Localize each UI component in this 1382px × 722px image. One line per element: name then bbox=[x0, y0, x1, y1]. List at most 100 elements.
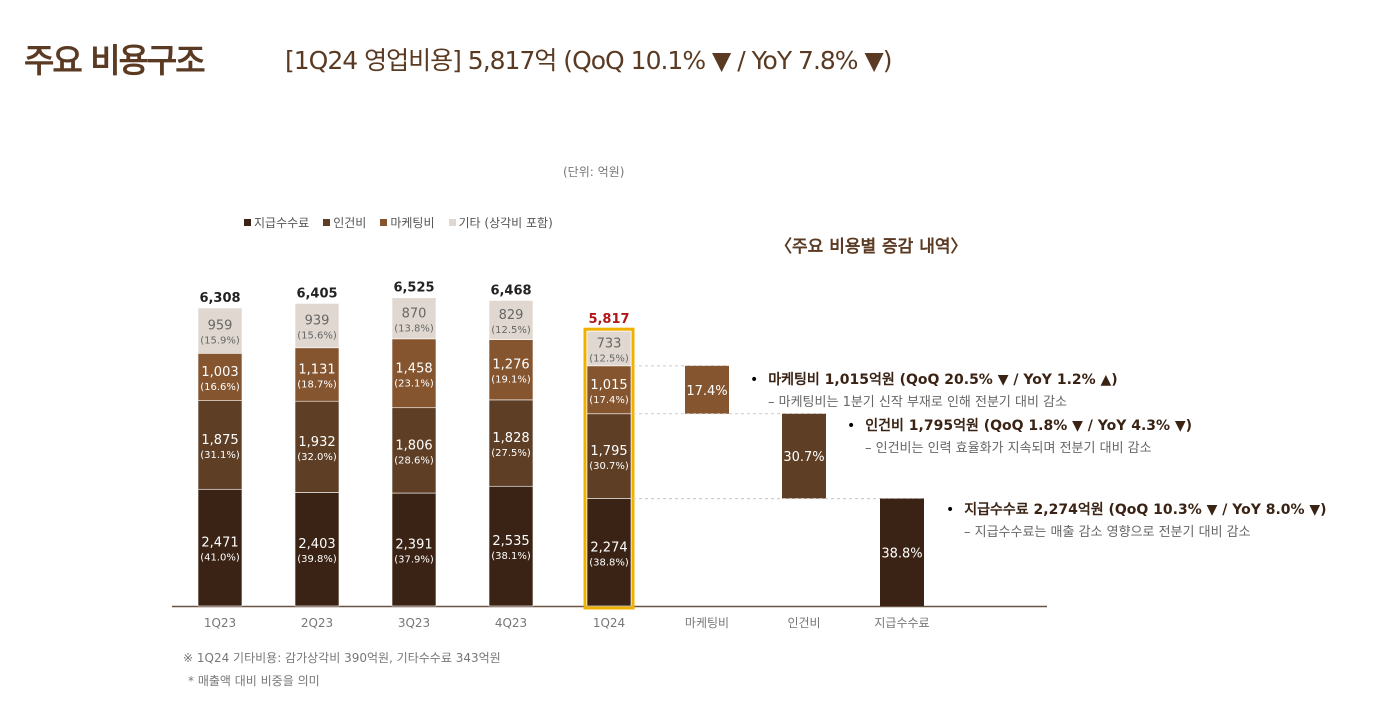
bar-total: 6,468 bbox=[490, 283, 531, 298]
segment-pct: (18.7%) bbox=[297, 379, 337, 390]
segment-pct: (13.8%) bbox=[394, 323, 434, 334]
breakdown-pct: 38.8% bbox=[881, 546, 922, 561]
annotation-marketing: • 마케팅비 1,015억원 (QoQ 20.5% ▼ / YoY 1.2% ▲)… bbox=[750, 369, 1118, 410]
segment-pct: (17.4%) bbox=[589, 395, 629, 406]
segment-pct: (15.9%) bbox=[200, 336, 240, 347]
x-tick-label: 1Q23 bbox=[204, 616, 236, 630]
segment-pct: (38.8%) bbox=[589, 557, 629, 568]
annotation-desc: – 인건비는 인력 효율화가 지속되며 전분기 대비 감소 bbox=[865, 441, 1152, 456]
legend-swatch bbox=[448, 219, 456, 226]
segment-value: 2,274 bbox=[590, 540, 627, 555]
segment-pct: (38.1%) bbox=[491, 551, 531, 562]
segment-value: 2,471 bbox=[201, 536, 238, 551]
legend-swatch bbox=[244, 219, 251, 226]
x-tick-label: 인건비 bbox=[787, 616, 820, 630]
legend-swatch bbox=[380, 219, 388, 226]
segment-value: 1,458 bbox=[395, 361, 432, 376]
segment-value: 1,932 bbox=[298, 435, 335, 450]
segment-value: 1,806 bbox=[395, 438, 432, 453]
bar-segment-fees bbox=[391, 492, 437, 607]
bar-segment-fees bbox=[294, 492, 340, 607]
legend-label: 마케팅비 bbox=[390, 216, 435, 230]
segment-value: 1,828 bbox=[492, 431, 529, 446]
segment-pct: (27.5%) bbox=[491, 448, 531, 459]
bar-total: 6,525 bbox=[393, 281, 434, 296]
segment-value: 1,276 bbox=[492, 358, 529, 373]
section-title: 〈주요 비용별 증감 내역〉 bbox=[775, 237, 968, 257]
bar-total: 5,817 bbox=[588, 312, 629, 327]
legend-label: 인건비 bbox=[333, 216, 367, 230]
bar-segment-marketing bbox=[294, 347, 340, 402]
annotation-head: 인건비 1,795억원 (QoQ 1.8% ▼ / YoY 4.3% ▼) bbox=[865, 418, 1193, 434]
bar-segment-marketing bbox=[197, 353, 243, 401]
x-tick-label: 2Q23 bbox=[301, 616, 333, 630]
bullet: • bbox=[750, 372, 759, 388]
bar-segment-marketing bbox=[488, 339, 534, 401]
segment-pct: (37.9%) bbox=[394, 555, 434, 566]
bar-segment-labor bbox=[197, 400, 243, 490]
page-title: 주요 비용구조 bbox=[24, 41, 206, 80]
segment-value: 829 bbox=[499, 308, 524, 323]
bar-segment-labor bbox=[586, 413, 632, 499]
annotation-labor: • 인건비 1,795억원 (QoQ 1.8% ▼ / YoY 4.3% ▼) –… bbox=[847, 415, 1192, 456]
breakdown-pct: 30.7% bbox=[783, 450, 824, 465]
legend-item-other: 기타 (상각비 포함) bbox=[448, 214, 553, 231]
bar-segment-fees bbox=[586, 498, 632, 607]
legend-item-marketing: 마케팅비 bbox=[380, 214, 435, 231]
bullet: • bbox=[847, 418, 856, 434]
bar-segment-marketing bbox=[391, 338, 437, 409]
segment-value: 870 bbox=[402, 306, 427, 321]
breakdown-pct: 17.4% bbox=[686, 384, 727, 399]
highlight-box bbox=[583, 327, 635, 610]
unit-label: (단위: 억원) bbox=[563, 165, 625, 179]
segment-value: 2,535 bbox=[492, 534, 529, 549]
segment-value: 733 bbox=[597, 337, 622, 352]
bar-segment-marketing bbox=[586, 365, 632, 415]
annotation-head: 지급수수료 2,274억원 (QoQ 10.3% ▼ / YoY 8.0% ▼) bbox=[964, 502, 1327, 518]
legend-item-fees: 지급수수료 bbox=[244, 214, 309, 231]
segment-pct: (31.1%) bbox=[200, 450, 240, 461]
annotation-desc: – 지급수수료는 매출 감소 영향으로 전분기 대비 감소 bbox=[964, 525, 1251, 540]
breakdown-bar-fees bbox=[880, 498, 924, 606]
segment-value: 959 bbox=[208, 319, 233, 334]
legend-swatch bbox=[323, 219, 331, 226]
bar-segment-other bbox=[197, 307, 243, 354]
segment-pct: (32.0%) bbox=[297, 452, 337, 463]
x-tick-label: 1Q24 bbox=[593, 616, 625, 630]
x-tick-label: 마케팅비 bbox=[685, 616, 729, 630]
footnote: * 매출액 대비 비중을 의미 bbox=[188, 674, 320, 688]
segment-pct: (19.1%) bbox=[491, 375, 531, 386]
segment-value: 2,391 bbox=[395, 538, 432, 553]
x-tick-label: 4Q23 bbox=[495, 616, 527, 630]
annotation-desc: – 마케팅비는 1분기 신작 부재로 인해 전분기 대비 감소 bbox=[768, 395, 1067, 410]
bar-segment-labor bbox=[488, 399, 534, 487]
segment-pct: (12.5%) bbox=[491, 325, 531, 336]
segment-pct: (12.5%) bbox=[589, 354, 629, 365]
breakdown-bar-marketing bbox=[685, 365, 729, 414]
segment-pct: (23.1%) bbox=[394, 378, 434, 389]
page-subtitle: [1Q24 영업비용] 5,817억 (QoQ 10.1% ▼ / YoY 7.… bbox=[285, 46, 892, 75]
segment-pct: (39.8%) bbox=[297, 554, 337, 565]
annotation-head: 마케팅비 1,015억원 (QoQ 20.5% ▼ / YoY 1.2% ▲) bbox=[768, 372, 1118, 388]
segment-value: 2,403 bbox=[298, 537, 335, 552]
legend-label: 지급수수료 bbox=[254, 216, 310, 230]
segment-value: 1,015 bbox=[590, 378, 627, 393]
segment-pct: (15.6%) bbox=[297, 331, 337, 342]
breakdown-bar-labor bbox=[782, 413, 826, 499]
segment-pct: (30.7%) bbox=[589, 461, 629, 472]
segment-value: 1,003 bbox=[201, 365, 238, 380]
segment-value: 939 bbox=[305, 314, 330, 329]
segment-value: 1,795 bbox=[590, 444, 627, 459]
footnote: ※ 1Q24 기타비용: 감가상각비 390억원, 기타수수료 343억원 bbox=[183, 651, 501, 665]
segment-pct: (16.6%) bbox=[200, 382, 240, 393]
bar-segment-other bbox=[294, 303, 340, 349]
chart-legend: 지급수수료 인건비 마케팅비 기타 (상각비 포함) bbox=[244, 214, 553, 231]
bullet: • bbox=[946, 502, 955, 518]
legend-label: 기타 (상각비 포함) bbox=[458, 216, 553, 230]
bar-segment-labor bbox=[391, 407, 437, 494]
bar-total: 6,308 bbox=[199, 291, 240, 306]
bar-segment-other bbox=[586, 330, 632, 367]
bar-total: 6,405 bbox=[296, 286, 337, 301]
